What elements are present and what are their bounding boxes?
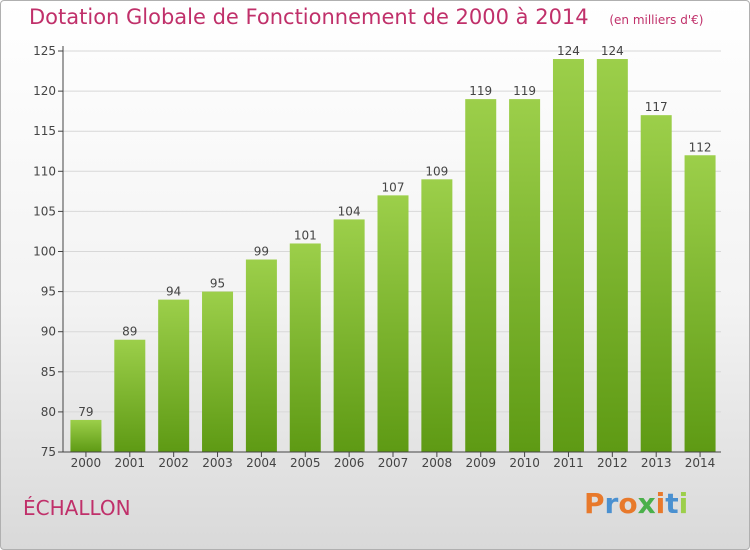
x-tick-label: 2011 xyxy=(553,456,584,470)
x-tick-label: 2006 xyxy=(334,456,365,470)
bar xyxy=(684,155,716,452)
bar-value-label: 89 xyxy=(122,325,137,339)
x-tick-label: 2003 xyxy=(202,456,233,470)
y-tick-label: 90 xyxy=(41,325,56,339)
bar xyxy=(245,259,277,452)
x-tick-label: 2010 xyxy=(509,456,540,470)
bar-value-label: 124 xyxy=(601,44,624,58)
logo-letter: i xyxy=(678,487,689,520)
y-tick-label: 110 xyxy=(33,164,56,178)
bar-value-label: 104 xyxy=(338,204,361,218)
x-tick-label: 2000 xyxy=(71,456,102,470)
x-tick-label: 2009 xyxy=(465,456,496,470)
bar xyxy=(465,99,497,453)
y-tick-label: 75 xyxy=(41,445,56,459)
x-tick-label: 2012 xyxy=(597,456,628,470)
logo-letter: i xyxy=(655,487,666,520)
logo-letter: P xyxy=(584,487,605,520)
bar xyxy=(158,299,190,452)
y-tick-label: 115 xyxy=(33,124,56,138)
bar xyxy=(202,291,234,452)
bar-value-label: 79 xyxy=(78,405,93,419)
y-tick-label: 105 xyxy=(33,204,56,218)
proxiti-logo: Proxiti xyxy=(584,487,688,520)
bar xyxy=(289,243,321,452)
bar xyxy=(509,99,541,453)
y-tick-label: 120 xyxy=(33,84,56,98)
bar-value-label: 101 xyxy=(294,228,317,242)
logo-letter: o xyxy=(618,487,638,520)
x-tick-label: 2004 xyxy=(246,456,277,470)
bar xyxy=(596,59,628,453)
x-tick-label: 2013 xyxy=(641,456,672,470)
bar xyxy=(377,195,409,453)
bar-value-label: 112 xyxy=(689,140,712,154)
bar xyxy=(640,115,672,452)
bar-value-label: 94 xyxy=(166,285,181,299)
y-tick-label: 85 xyxy=(41,365,56,379)
place-name: ÉCHALLON xyxy=(23,496,131,520)
bar-value-label: 119 xyxy=(469,84,492,98)
x-tick-label: 2001 xyxy=(115,456,146,470)
x-tick-label: 2005 xyxy=(290,456,321,470)
y-tick-label: 95 xyxy=(41,285,56,299)
y-tick-label: 125 xyxy=(33,44,56,58)
logo-letter: r xyxy=(604,487,619,520)
chart-title-text: Dotation Globale de Fonctionnement de 20… xyxy=(29,5,589,29)
x-tick-label: 2002 xyxy=(158,456,189,470)
bar-value-label: 109 xyxy=(425,164,448,178)
x-tick-label: 2014 xyxy=(685,456,716,470)
bar xyxy=(70,419,102,452)
bar xyxy=(552,59,584,453)
logo-letter: t xyxy=(665,487,679,520)
x-tick-label: 2008 xyxy=(422,456,453,470)
logo-letter: x xyxy=(637,487,656,520)
y-tick-label: 100 xyxy=(33,245,56,259)
bar-value-label: 124 xyxy=(557,44,580,58)
bar-value-label: 99 xyxy=(254,245,269,259)
bar-value-label: 107 xyxy=(382,180,405,194)
bar xyxy=(421,179,453,452)
y-tick-label: 80 xyxy=(41,405,56,419)
chart-title: Dotation Globale de Fonctionnement de 20… xyxy=(29,5,703,29)
bar-value-label: 95 xyxy=(210,277,225,291)
x-tick-label: 2007 xyxy=(378,456,409,470)
chart-subtitle: (en milliers d'€) xyxy=(609,13,704,27)
bar-value-label: 119 xyxy=(513,84,536,98)
bar xyxy=(114,339,146,452)
bar xyxy=(333,219,365,452)
bar-value-label: 117 xyxy=(645,100,668,114)
